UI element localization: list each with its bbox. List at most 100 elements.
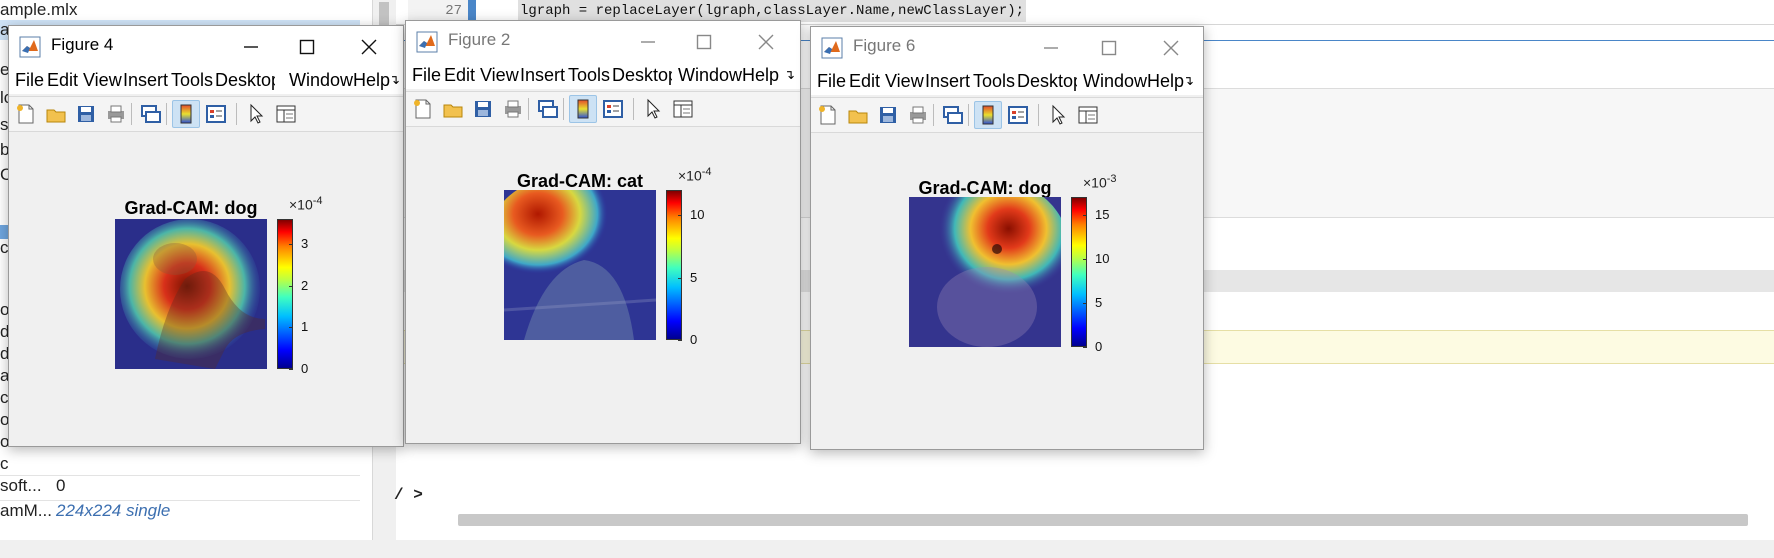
insert-colorbar-button[interactable] (569, 95, 597, 123)
divider (396, 24, 1774, 25)
save-button[interactable] (469, 95, 497, 123)
colorbar-tick-label: 2 (301, 277, 309, 293)
new-figure-button[interactable] (814, 101, 842, 129)
menu-window[interactable]: Window (1083, 71, 1148, 91)
exponent-power: -4 (312, 195, 323, 207)
plot-title: Grad-CAM: dog (124, 198, 258, 218)
workspace-row[interactable]: o (0, 410, 10, 429)
title-bar[interactable]: Figure 2 (406, 21, 800, 63)
workspace-row[interactable]: b (0, 140, 10, 159)
menu-window[interactable]: Window (289, 70, 354, 90)
new-figure-button[interactable] (409, 95, 437, 123)
menu-tools[interactable]: Tools (973, 71, 1016, 91)
save-button[interactable] (72, 100, 100, 128)
open-file-button[interactable] (439, 95, 467, 123)
figure-6-window[interactable]: Figure 6 File Edit View Insert Tools Desktop W… (810, 26, 1204, 450)
minimize-button[interactable] (626, 27, 670, 57)
maximize-button[interactable] (1087, 33, 1131, 63)
edit-plot-button[interactable] (242, 100, 270, 128)
close-icon (361, 39, 377, 55)
title-bar[interactable]: Figure 6 (811, 27, 1203, 69)
menu-window[interactable]: Window (678, 65, 743, 85)
title-bar[interactable]: Figure 4 (9, 26, 403, 68)
minimize-button[interactable] (229, 32, 273, 62)
print-button[interactable] (904, 101, 932, 129)
link-plot-button[interactable] (939, 101, 967, 129)
insert-legend-button[interactable] (1004, 101, 1032, 129)
menu-edit[interactable]: Edit (47, 70, 79, 90)
print-button[interactable] (102, 100, 130, 128)
menu-view[interactable]: View (83, 70, 122, 90)
scrollbar-thumb[interactable] (379, 2, 389, 26)
workspace-row[interactable]: d (0, 344, 10, 363)
overflow-arrow-icon[interactable]: ↴ (389, 72, 400, 87)
code-line[interactable]: lgraph = replaceLayer(lgraph,classLayer.… (518, 0, 1027, 22)
property-inspector-button[interactable] (272, 100, 300, 128)
property-inspector-button[interactable] (669, 95, 697, 123)
overflow-arrow-icon[interactable]: ↴ (784, 67, 795, 82)
menu-file[interactable]: File (817, 71, 847, 91)
colorbar[interactable] (666, 190, 682, 340)
print-button[interactable] (499, 95, 527, 123)
close-button[interactable] (744, 27, 788, 57)
close-button[interactable] (347, 32, 391, 62)
menu-file[interactable]: File (15, 70, 45, 90)
workspace-row[interactable]: amM... 224x224 single (0, 500, 360, 521)
menu-edit[interactable]: Edit (849, 71, 881, 91)
workspace-row[interactable]: c (0, 454, 9, 473)
maximize-button[interactable] (682, 27, 726, 57)
save-button[interactable] (874, 101, 902, 129)
menu-help[interactable]: Help (1147, 71, 1185, 91)
menu-help[interactable]: Help (742, 65, 780, 85)
overflow-arrow-icon[interactable]: ↴ (1183, 73, 1194, 88)
insert-legend-button[interactable] (202, 100, 230, 128)
workspace-row[interactable]: e (0, 60, 10, 79)
horizontal-scrollbar[interactable] (458, 514, 1748, 526)
close-button[interactable] (1149, 33, 1193, 63)
edit-plot-button[interactable] (1044, 101, 1072, 129)
menu-file[interactable]: File (412, 65, 442, 85)
property-inspector-button[interactable] (1074, 101, 1102, 129)
new-figure-button[interactable] (12, 100, 40, 128)
menu-desktop[interactable]: Desktop (612, 65, 672, 85)
heatmap-svg (504, 190, 656, 340)
workspace-row[interactable]: c (0, 238, 9, 257)
figure-2-window[interactable]: Figure 2 File Edit View Insert Tools Desktop W… (405, 20, 801, 444)
menu-insert[interactable]: Insert (925, 71, 971, 91)
gradcam-heatmap-image[interactable] (115, 219, 267, 369)
menu-insert[interactable]: Insert (123, 70, 169, 90)
insert-colorbar-button[interactable] (974, 101, 1002, 129)
menu-tools[interactable]: Tools (568, 65, 611, 85)
menu-insert[interactable]: Insert (520, 65, 566, 85)
gradcam-heatmap-image[interactable] (504, 190, 656, 340)
colorbar-tickmark (289, 327, 293, 329)
colorbar-tickmark (289, 285, 293, 287)
menu-view[interactable]: View (885, 71, 924, 91)
menu-edit[interactable]: Edit (444, 65, 476, 85)
workspace-row[interactable]: ample.mlx (0, 0, 78, 19)
colorbar[interactable] (277, 219, 293, 369)
minimize-button[interactable] (1029, 33, 1073, 63)
open-file-button[interactable] (844, 101, 872, 129)
menu-desktop[interactable]: Desktop (215, 70, 275, 90)
gradcam-heatmap-image[interactable] (909, 197, 1061, 347)
link-plot-button[interactable] (137, 100, 165, 128)
menu-help[interactable]: Help (353, 70, 391, 90)
menu-tools[interactable]: Tools (171, 70, 214, 90)
insert-legend-button[interactable] (599, 95, 627, 123)
workspace-row[interactable]: o (0, 432, 10, 451)
open-file-button[interactable] (42, 100, 70, 128)
workspace-row[interactable]: d (0, 322, 10, 341)
workspace-row[interactable]: s (0, 115, 9, 134)
menu-desktop[interactable]: Desktop (1017, 71, 1077, 91)
workspace-row[interactable]: o (0, 300, 10, 319)
maximize-button[interactable] (285, 32, 329, 62)
link-plot-button[interactable] (534, 95, 562, 123)
command-prompt[interactable]: / > (394, 486, 423, 504)
workspace-row[interactable]: soft... 0 (0, 475, 360, 496)
edit-plot-button[interactable] (639, 95, 667, 123)
insert-colorbar-button[interactable] (172, 100, 200, 128)
colorbar[interactable] (1071, 197, 1087, 347)
figure-4-window[interactable]: Figure 4 File Edit View Insert Tools Desktop W… (8, 25, 404, 447)
menu-view[interactable]: View (480, 65, 519, 85)
